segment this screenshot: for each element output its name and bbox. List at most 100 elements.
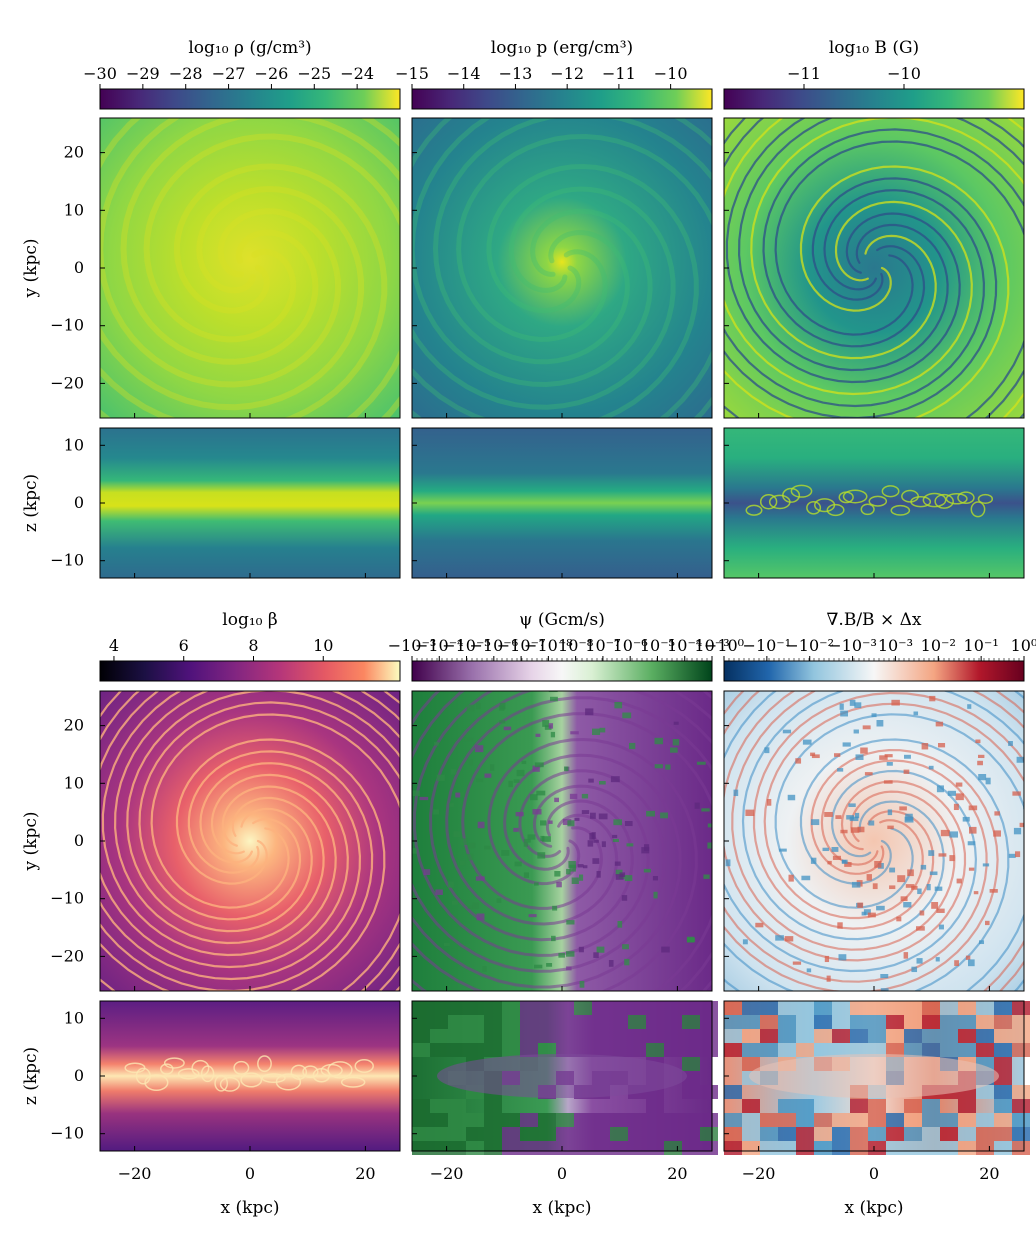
spiral-arm — [138, 701, 400, 991]
noise-cell — [977, 760, 983, 766]
noise-cell — [579, 874, 584, 881]
noise-cell — [900, 896, 908, 902]
edge-cell — [448, 1029, 466, 1043]
edge-cell — [742, 1113, 760, 1127]
edge-cell — [466, 1015, 484, 1029]
noise-cell — [810, 752, 816, 757]
noise-cell — [513, 827, 519, 832]
edge-cell — [904, 1029, 922, 1043]
noise-cell — [905, 813, 913, 821]
noise-cell — [978, 774, 987, 781]
edge-cell — [664, 1113, 682, 1127]
noise-cell — [574, 817, 580, 821]
edge-cell — [448, 1113, 466, 1127]
edge-cell — [760, 1043, 778, 1057]
edge-cell — [976, 1029, 994, 1043]
colorbar-tick-label-psi: 10⁻⁶ — [613, 636, 648, 655]
edge-cell — [430, 1127, 448, 1141]
noise-cell — [880, 974, 889, 979]
x-tick-label: 0 — [557, 1164, 567, 1183]
noise-cell — [947, 790, 956, 796]
edge-cell — [502, 1029, 520, 1043]
noise-cell — [423, 869, 431, 876]
edge-cell — [958, 1127, 976, 1141]
z-tick-label: −10 — [50, 1124, 84, 1143]
noise-cell — [965, 955, 971, 960]
colorbar-tick-label-divb: −10⁰ — [704, 636, 744, 655]
noise-cell — [866, 874, 872, 881]
edge-cell — [922, 1127, 940, 1141]
edge-cell — [976, 1141, 994, 1155]
noise-cell — [581, 810, 590, 814]
noise-cell — [883, 780, 893, 784]
noise-cell — [542, 836, 551, 842]
noise-cell — [863, 909, 871, 915]
noise-cell — [764, 747, 770, 754]
noise-cell — [849, 699, 856, 706]
noise-cell — [554, 797, 559, 803]
noise-cell — [466, 704, 475, 712]
noise-cell — [516, 769, 525, 777]
noise-cell — [985, 777, 991, 785]
disk-filament — [144, 1074, 169, 1091]
noise-cell — [899, 806, 907, 811]
noise-cell — [979, 940, 985, 945]
noise-cell — [537, 852, 546, 859]
edge-cell — [778, 1099, 796, 1113]
noise-cell — [567, 820, 575, 827]
noise-cell — [652, 876, 659, 881]
disk-filament — [261, 1073, 286, 1084]
spiral-arm — [725, 118, 1024, 384]
edge-cell — [520, 1001, 538, 1015]
noise-cell — [968, 867, 975, 871]
y-tick-label: 0 — [74, 831, 84, 850]
colorbar-psi — [411, 660, 713, 682]
noise-cell — [837, 768, 844, 772]
disk-filament — [806, 500, 822, 515]
spiral-arm — [113, 691, 400, 991]
edge-cell — [940, 1015, 958, 1029]
edge-cell — [994, 1043, 1012, 1057]
noise-cell — [542, 720, 550, 727]
edge-map-psi — [411, 1000, 718, 1155]
noise-cell — [622, 944, 629, 950]
disk-filament — [159, 1063, 174, 1075]
edge-cell — [1012, 1113, 1030, 1127]
edge-cell — [700, 1141, 718, 1155]
edge-cell — [646, 1127, 664, 1141]
noise-cell — [855, 754, 864, 760]
colorbar-density — [99, 88, 401, 110]
spiral-arm — [432, 118, 712, 418]
edge-cell — [592, 1127, 610, 1141]
noise-cell — [624, 821, 633, 827]
noise-cell — [434, 741, 439, 746]
spiral-arm — [100, 691, 362, 981]
edge-cell — [742, 1057, 760, 1071]
edge-cell — [778, 1029, 796, 1043]
noise-cell — [921, 743, 929, 750]
colorbar-title-density: log₁₀ ρ (g/cm³) — [188, 38, 311, 58]
colorbar-tick-label-pressure: −12 — [550, 64, 584, 83]
noise-cell — [832, 855, 841, 860]
edge-cell — [1012, 1099, 1030, 1113]
noise-cell — [707, 823, 712, 828]
noise-cell — [806, 968, 812, 973]
noise-cell — [954, 960, 959, 966]
colorbar-tick-label-density: −27 — [212, 64, 246, 83]
edge-cell — [556, 1029, 574, 1043]
noise-cell — [953, 803, 959, 811]
edge-map-fill — [412, 428, 712, 578]
edge-cell — [502, 1043, 520, 1057]
disk-filament — [759, 493, 778, 510]
noise-cell — [696, 761, 706, 765]
noise-cell — [673, 721, 679, 725]
noise-cell — [566, 920, 575, 925]
noise-cell — [551, 935, 556, 942]
noise-cell — [435, 889, 443, 895]
edge-cell — [922, 1015, 940, 1029]
edge-cell — [664, 1127, 682, 1141]
edge-cell — [430, 1001, 448, 1015]
noise-cell — [716, 809, 720, 816]
edge-cell — [628, 1029, 646, 1043]
edge-cell — [778, 1001, 796, 1015]
